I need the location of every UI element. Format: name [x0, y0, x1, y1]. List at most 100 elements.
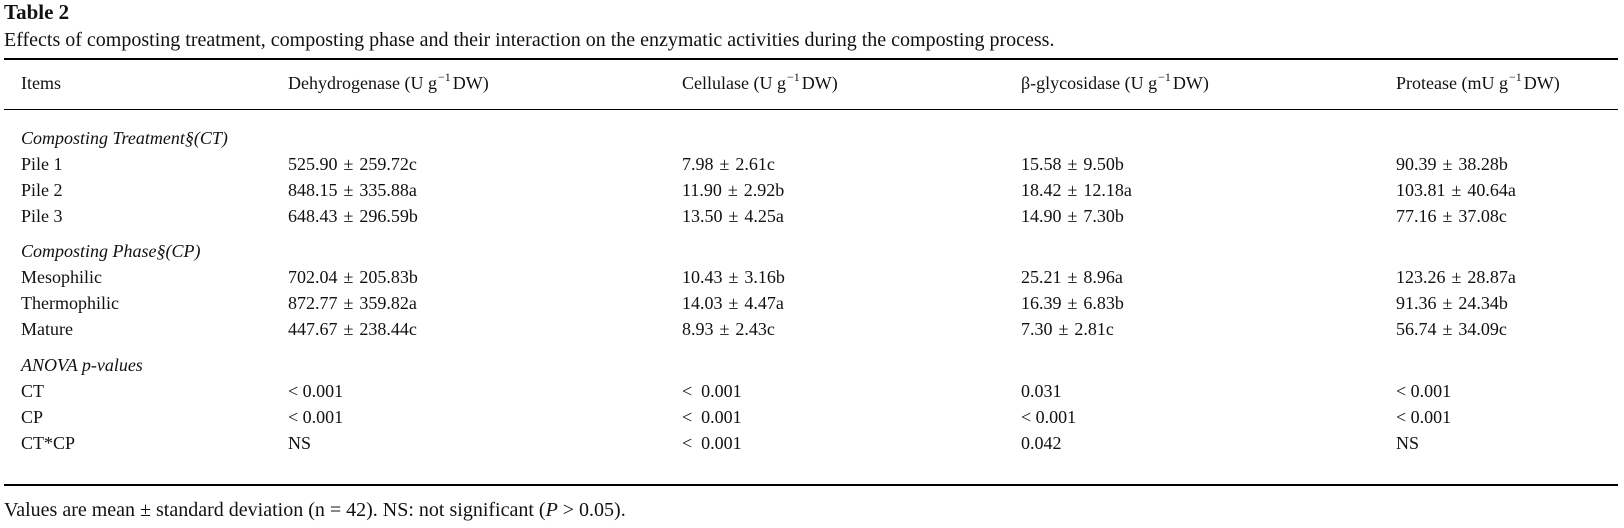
table-cell: 18.42 ±12.18a: [1021, 179, 1132, 201]
mean-value: 56.74: [1396, 319, 1437, 339]
plus-minus-symbol: ±: [1058, 319, 1069, 339]
mean-value: 702.04: [288, 267, 338, 287]
table-cell: 702.04 ±205.83b: [288, 266, 418, 288]
plus-minus-symbol: ±: [1067, 293, 1078, 313]
table-cell: 10.43 ±3.16b: [682, 266, 785, 288]
footnote-text-pre: Values are mean ± standard deviation (n …: [4, 499, 546, 521]
plus-minus-symbol: ±: [728, 206, 739, 226]
column-header: Cellulase (U g−1 DW): [682, 70, 838, 96]
column-header: β-glycosidase (U g−1 DW): [1021, 70, 1209, 96]
mean-value: 14.03: [682, 293, 723, 313]
mean-value: 7.30: [1021, 319, 1053, 339]
sd-value: 259.72c: [359, 154, 417, 174]
row-label: CP: [21, 407, 44, 427]
mean-value: 25.21: [1021, 267, 1062, 287]
section-title: Composting Treatment§(CT): [21, 128, 228, 148]
p-value-cell: < 0.001: [1396, 381, 1452, 401]
footnote-text-post: > 0.05).: [557, 499, 626, 521]
sd-value: 359.82a: [359, 293, 417, 313]
mean-value: 7.98: [682, 154, 714, 174]
column-header-text: β-glycosidase (U g: [1021, 73, 1158, 93]
table-cell: 90.39 ±38.28b: [1396, 153, 1508, 175]
table-cell: 11.90 ±2.92b: [682, 179, 784, 201]
table-footnote: Values are mean ± standard deviation (n …: [4, 499, 626, 522]
mean-value: 16.39: [1021, 293, 1062, 313]
p-value-cell: < 0.001: [682, 381, 742, 401]
row-label: Pile 2: [21, 180, 63, 200]
column-header-text: Cellulase (U g: [682, 73, 786, 93]
table-cell: 56.74 ±34.09c: [1396, 318, 1507, 340]
table-caption: Effects of composting treatment, compost…: [4, 29, 1055, 51]
mean-value: 447.67: [288, 319, 338, 339]
table-cell: 91.36 ±24.34b: [1396, 292, 1508, 314]
sd-value: 8.96a: [1083, 267, 1123, 287]
column-header-superscript: −1: [437, 70, 451, 84]
header-rule: [4, 109, 1618, 110]
sd-value: 38.28b: [1458, 154, 1508, 174]
plus-minus-symbol: ±: [1067, 154, 1078, 174]
sd-value: 37.08c: [1458, 206, 1507, 226]
mean-value: 872.77: [288, 293, 338, 313]
p-value-cell: < 0.001: [1396, 407, 1452, 427]
table-cell: 123.26 ±28.87a: [1396, 266, 1516, 288]
sd-value: 28.87a: [1467, 267, 1516, 287]
column-header-superscript: −1: [1158, 70, 1171, 84]
section-title: ANOVA p-values: [21, 355, 143, 375]
plus-minus-symbol: ±: [1067, 180, 1078, 200]
p-value-cell: < 0.001: [682, 407, 742, 427]
sd-value: 4.47a: [744, 293, 784, 313]
p-value-cell: < 0.001: [288, 381, 344, 401]
sd-value: 296.59b: [359, 206, 418, 226]
table-cell: 7.30 ±2.81c: [1021, 318, 1114, 340]
footnote-p-symbol: P: [545, 499, 558, 521]
sd-value: 12.18a: [1083, 180, 1132, 200]
mean-value: 103.81: [1396, 180, 1446, 200]
bottom-rule: [4, 484, 1618, 486]
plus-minus-symbol: ±: [343, 154, 354, 174]
table-cell: 648.43 ±296.59b: [288, 205, 418, 227]
top-rule: [4, 58, 1618, 60]
plus-minus-symbol: ±: [1451, 180, 1462, 200]
mean-value: 13.50: [682, 206, 723, 226]
p-value-cell: 0.031: [1021, 381, 1062, 401]
mean-value: 91.36: [1396, 293, 1437, 313]
p-value-cell: NS: [1396, 433, 1420, 453]
column-header-superscript: −1: [786, 70, 800, 84]
plus-minus-symbol: ±: [343, 267, 354, 287]
plus-minus-symbol: ±: [1442, 319, 1453, 339]
mean-value: 18.42: [1021, 180, 1062, 200]
table-cell: 8.93 ±2.43c: [682, 318, 775, 340]
plus-minus-symbol: ±: [1067, 206, 1078, 226]
p-value-cell: < 0.001: [288, 407, 344, 427]
row-label: Thermophilic: [21, 293, 119, 313]
p-value-cell: < 0.001: [1021, 407, 1077, 427]
sd-value: 9.50b: [1083, 154, 1124, 174]
column-header-unit: DW): [801, 73, 838, 93]
column-header: Dehydrogenase (U g−1 DW): [288, 70, 489, 96]
table-cell: 25.21 ±8.96a: [1021, 266, 1123, 288]
row-label: CT: [21, 381, 45, 401]
table-cell: 77.16 ±37.08c: [1396, 205, 1507, 227]
plus-minus-symbol: ±: [719, 154, 730, 174]
plus-minus-symbol: ±: [1442, 206, 1453, 226]
table-cell: 13.50 ±4.25a: [682, 205, 784, 227]
column-header: Protease (mU g−1 DW): [1396, 70, 1560, 96]
sd-value: 205.83b: [359, 267, 418, 287]
column-header-text: Protease (mU g: [1396, 73, 1508, 93]
mean-value: 10.43: [682, 267, 723, 287]
plus-minus-symbol: ±: [343, 293, 354, 313]
plus-minus-symbol: ±: [1451, 267, 1462, 287]
sd-value: 24.34b: [1458, 293, 1508, 313]
plus-minus-symbol: ±: [727, 180, 738, 200]
p-value-cell: 0.042: [1021, 433, 1062, 453]
column-header: Items: [21, 72, 61, 94]
mean-value: 77.16: [1396, 206, 1437, 226]
sd-value: 335.88a: [359, 180, 417, 200]
mean-value: 15.58: [1021, 154, 1062, 174]
table-cell: 872.77 ±359.82a: [288, 292, 417, 314]
plus-minus-symbol: ±: [1442, 154, 1453, 174]
column-header-unit: DW): [1172, 73, 1209, 93]
table-label: Table 2: [4, 0, 70, 24]
row-label: Pile 1: [21, 154, 63, 174]
plus-minus-symbol: ±: [343, 180, 354, 200]
